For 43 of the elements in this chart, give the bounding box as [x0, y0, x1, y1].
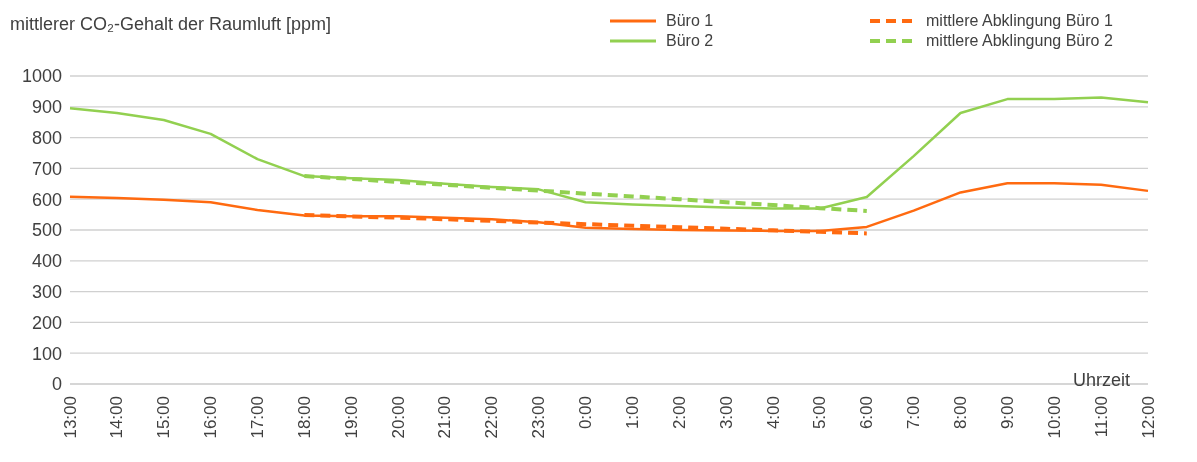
x-tick-label: 20:00 [388, 396, 408, 439]
x-tick-label: 14:00 [107, 396, 127, 439]
y-tick-label: 800 [31, 127, 62, 148]
y-tick-label: 600 [31, 189, 62, 210]
x-tick-label: 19:00 [341, 396, 361, 439]
y-tick-label: 700 [31, 158, 62, 179]
y-tick-label: 1000 [21, 66, 62, 87]
x-tick-label: 1:00 [622, 396, 642, 430]
x-tick-label: 21:00 [435, 396, 455, 439]
x-tick-label: 9:00 [997, 396, 1017, 430]
legend-label: Büro 2 [666, 32, 714, 50]
y-tick-label: 400 [31, 251, 62, 272]
x-tick-label: 5:00 [810, 396, 830, 430]
line-series [68, 181, 1150, 233]
x-tick-label: 3:00 [716, 396, 736, 430]
legend-label: mittlere Abklingung Büro 1 [926, 12, 1113, 30]
x-tick-label: 22:00 [482, 396, 502, 439]
x-tick-label: 8:00 [951, 396, 971, 430]
x-axis-title: Uhrzeit [1073, 370, 1131, 391]
y-tick-label: 300 [31, 281, 62, 302]
x-tick-label: 23:00 [529, 396, 549, 439]
y-axis-title: mittlerer CO₂-Gehalt der Raumluft [ppm] [10, 14, 332, 35]
x-tick-label: 16:00 [201, 396, 221, 439]
y-tick-label: 0 [51, 374, 62, 395]
x-tick-label: 15:00 [154, 396, 174, 439]
x-tick-label: 2:00 [669, 396, 689, 430]
x-tick-label: 12:00 [1138, 396, 1158, 439]
x-tick-label: 17:00 [247, 396, 267, 439]
y-tick-label: 200 [31, 312, 62, 333]
x-tick-label: 11:00 [1091, 396, 1111, 438]
x-tick-label: 6:00 [857, 396, 877, 430]
x-tick-label: 18:00 [294, 396, 314, 439]
x-tick-label: 10:00 [1044, 396, 1064, 439]
x-tick-label: 0:00 [576, 396, 596, 430]
x-tick-label: 13:00 [60, 396, 80, 439]
y-tick-label: 100 [31, 343, 62, 364]
legend-label: mittlere Abklingung Büro 2 [926, 32, 1113, 50]
y-tick-label: 900 [31, 97, 62, 118]
y-tick-label: 500 [31, 220, 62, 241]
line-series [68, 96, 1150, 210]
x-tick-label: 4:00 [763, 396, 783, 430]
x-tick-label: 7:00 [904, 396, 924, 430]
legend-label: Büro 1 [666, 12, 714, 30]
